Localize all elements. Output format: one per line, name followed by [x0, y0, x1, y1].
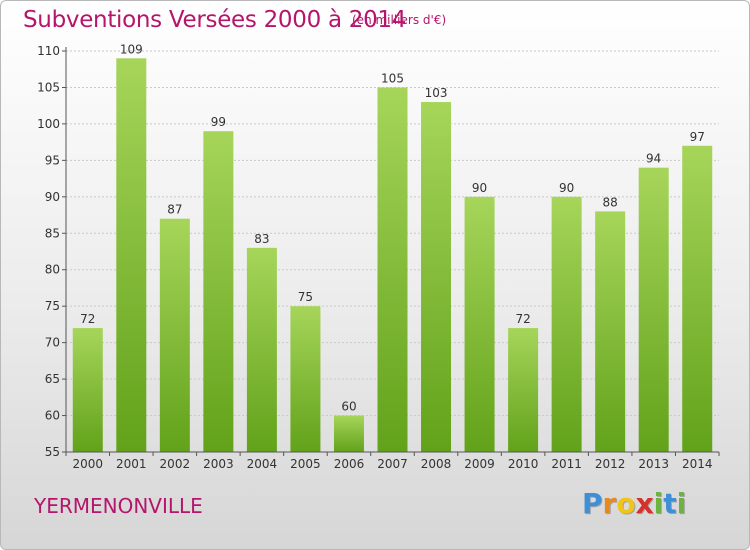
bar-2000: [72, 328, 103, 452]
x-tick-label: 2006: [334, 457, 365, 471]
logo-letter: i: [653, 487, 664, 520]
x-axis: 2000 2001 2002 2003 2004 2005 2006 2007 2008 2009…: [65, 451, 720, 471]
proxiti-logo: Proxiti: [582, 487, 686, 520]
data-label: 105: [381, 71, 404, 85]
y-tick-label: 90: [45, 190, 60, 204]
chart-unit: (en milliers d'€): [352, 13, 447, 27]
x-tick-label: 2011: [551, 457, 582, 471]
y-tick-label: 75: [45, 299, 60, 313]
logo-letter: t: [663, 487, 677, 520]
x-tick-label: 2014: [682, 457, 713, 471]
y-tick-label: 95: [45, 153, 60, 167]
bar-2011: [551, 196, 582, 452]
y-tick-label: 110: [37, 44, 60, 58]
bars: [72, 58, 713, 453]
bar-2009: [464, 196, 495, 452]
x-tick-label: 2008: [421, 457, 452, 471]
data-label: 109: [120, 42, 143, 56]
bar-2007: [377, 87, 408, 453]
bar-2001: [116, 58, 147, 453]
x-tick-label: 2013: [638, 457, 669, 471]
commune-name: YERMENONVILLE: [34, 494, 203, 518]
x-tick-label: 2012: [595, 457, 626, 471]
bar-2008: [421, 102, 452, 452]
data-label: 97: [690, 130, 705, 144]
logo-letter: o: [616, 487, 636, 520]
x-tick-label: 2010: [508, 457, 539, 471]
logo-letter: r: [602, 487, 617, 520]
bar-2014: [682, 145, 713, 453]
bar-2002: [159, 218, 190, 452]
data-labels: 72 109 87 99 83 75 60 105 103 90 72 90 88 94 97: [80, 42, 705, 413]
data-label: 83: [254, 232, 269, 246]
y-tick-label: 85: [45, 226, 60, 240]
x-tick-label: 2001: [116, 457, 147, 471]
y-tick-label: 55: [45, 445, 60, 459]
x-tick-label: 2007: [377, 457, 408, 471]
chart-title: Subventions Versées 2000 à 2014: [23, 7, 407, 33]
bar-2003: [203, 131, 234, 452]
x-tick-label: 2000: [72, 457, 103, 471]
bar-2004: [246, 247, 277, 452]
y-tick-label: 80: [45, 263, 60, 277]
x-tick-label: 2009: [464, 457, 495, 471]
logo-letter: P: [582, 487, 603, 520]
logo-letter: i: [676, 487, 687, 520]
x-tick-label: 2003: [203, 457, 234, 471]
data-label: 87: [167, 203, 182, 217]
bar-2012: [595, 211, 626, 452]
y-tick-label: 65: [45, 372, 60, 386]
y-tick-label: 60: [45, 409, 60, 423]
y-axis: 55 60 65 70 75 80 85 90 95 100 105 110: [37, 44, 67, 459]
bar-2010: [508, 328, 539, 452]
data-label: 72: [515, 312, 530, 326]
data-label: 75: [298, 290, 313, 304]
x-tick-label: 2005: [290, 457, 321, 471]
data-label: 90: [559, 181, 574, 195]
data-label: 60: [341, 400, 356, 414]
data-label: 72: [80, 312, 95, 326]
x-tick-label: 2002: [160, 457, 191, 471]
y-tick-label: 70: [45, 336, 60, 350]
bar-2013: [638, 167, 669, 452]
bar-2006: [333, 415, 364, 452]
data-label: 90: [472, 181, 487, 195]
data-label: 94: [646, 152, 661, 166]
y-tick-label: 100: [37, 117, 60, 131]
bar-2005: [290, 306, 321, 452]
y-tick-label: 105: [37, 80, 60, 94]
data-label: 88: [603, 195, 618, 209]
x-tick-label: 2004: [247, 457, 278, 471]
data-label: 99: [211, 115, 226, 129]
data-label: 103: [425, 86, 448, 100]
logo-letter: x: [635, 487, 654, 520]
